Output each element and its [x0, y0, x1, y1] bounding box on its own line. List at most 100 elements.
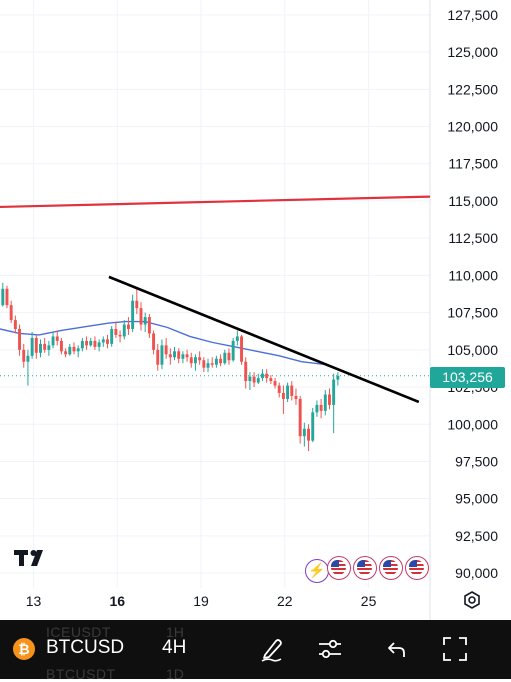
x-tick-label: 16: [109, 593, 125, 609]
symbol-selector[interactable]: BTCUSD: [46, 637, 125, 658]
candle-body: [214, 358, 218, 365]
candle-body: [34, 337, 38, 353]
candle-body: [336, 375, 340, 380]
candle-body: [173, 351, 176, 358]
candle-body: [47, 345, 51, 350]
candle-body: [26, 355, 30, 362]
candle-body: [143, 317, 147, 325]
x-tick-label: 22: [277, 593, 293, 609]
candle-body: [72, 346, 76, 352]
candle-body: [43, 343, 47, 350]
y-tick-label: 125,000: [447, 44, 498, 60]
y-tick-label: 100,000: [447, 416, 498, 432]
x-tick-label: 13: [26, 593, 42, 609]
y-tick-label: 110,000: [448, 267, 498, 283]
candle-body: [223, 352, 227, 364]
candle-body: [76, 348, 80, 352]
x-tick-label: 25: [361, 593, 377, 609]
candle-body: [89, 340, 93, 346]
bottom-toolbar: ICEUSDT 1H BTCUSDT 1D ₿ BTCUSD 4H: [0, 620, 511, 682]
candle-body: [122, 324, 126, 337]
candle-body: [101, 339, 105, 343]
bitcoin-icon: ₿: [13, 638, 35, 660]
candle-body: [261, 373, 264, 379]
candle-body: [307, 428, 311, 441]
candle-body: [277, 385, 281, 393]
candle-body: [152, 333, 156, 350]
candle-body: [51, 336, 55, 346]
y-tick-label: 117,500: [448, 156, 498, 172]
y-tick-label: 127,500: [447, 7, 498, 23]
candle-body: [80, 340, 84, 349]
y-tick-label: 122,500: [447, 81, 498, 97]
candle-body: [252, 376, 256, 383]
interval-selector[interactable]: 4H: [162, 637, 187, 658]
indicators-sliders-icon[interactable]: [316, 635, 344, 663]
candle-body: [328, 394, 331, 405]
candle-body: [311, 412, 315, 441]
candle-body: [206, 363, 210, 368]
candle-body: [185, 354, 189, 358]
candle-body: [114, 328, 118, 335]
lightning-icon[interactable]: ⚡: [305, 559, 329, 583]
candle-body: [294, 395, 298, 399]
chart-svg[interactable]: 127,500 125,000 122,500 120,000 117,500 115,0…: [0, 0, 511, 620]
candle-body: [219, 358, 223, 364]
y-tick-label: 112,500: [448, 230, 498, 246]
resistance-line: [0, 195, 431, 209]
x-tick-label: 19: [193, 593, 209, 609]
candle-body: [164, 345, 168, 355]
us-flag-icon[interactable]: [353, 556, 377, 580]
candle-body: [181, 354, 185, 359]
us-flag-icon[interactable]: [327, 556, 351, 580]
us-flag-icon[interactable]: [379, 556, 403, 580]
candle-body: [85, 340, 89, 346]
candle-body: [210, 363, 214, 365]
y-tick-label: 105,000: [447, 342, 498, 358]
candle-body: [135, 300, 139, 309]
candle-body: [273, 381, 277, 386]
trend-line: [108, 275, 420, 404]
candle-body: [106, 339, 109, 344]
candle-body: [131, 300, 135, 329]
candle-body: [5, 288, 9, 306]
candle-body: [110, 328, 114, 344]
candle-body: [189, 357, 193, 364]
drawing-pen-icon[interactable]: [259, 635, 285, 663]
candle-body: [231, 340, 235, 361]
candle-body: [256, 378, 260, 383]
candle-body: [286, 385, 290, 399]
moving-average-line: [0, 320, 327, 366]
ghost-symbol-below: BTCUSDT: [46, 666, 116, 682]
fullscreen-icon[interactable]: [441, 635, 469, 663]
candle-body: [265, 373, 269, 379]
us-flag-icon[interactable]: [405, 556, 429, 580]
candle-body: [193, 357, 197, 364]
y-tick-label: 92,500: [455, 528, 498, 544]
ghost-symbol-above: ICEUSDT: [46, 624, 111, 640]
candle-body: [126, 324, 130, 329]
candle-body: [168, 354, 172, 358]
candle-body: [290, 385, 294, 396]
candle-body: [281, 392, 285, 399]
y-tick-label: 90,000: [455, 565, 498, 581]
candle-body: [93, 340, 97, 347]
price-chart[interactable]: 127,500 125,000 122,500 120,000 117,500 115,0…: [0, 0, 511, 620]
y-tick-label: 120,000: [447, 119, 498, 135]
candle-body: [202, 360, 206, 368]
chart-settings-icon[interactable]: [462, 590, 482, 610]
candle-body: [1, 288, 5, 306]
y-tick-label: 115,000: [448, 193, 498, 209]
candle-body: [248, 376, 252, 382]
candle-body: [30, 337, 34, 356]
candle-body: [177, 351, 181, 359]
undo-icon[interactable]: [384, 635, 410, 663]
candle-body: [118, 334, 122, 337]
candle-body: [269, 378, 273, 382]
candle-body: [59, 340, 63, 352]
y-tick-label: 107,500: [447, 305, 498, 321]
candle-body: [315, 404, 319, 413]
tradingview-logo: [14, 550, 43, 566]
economic-events[interactable]: ⚡: [305, 556, 430, 583]
candle-body: [235, 336, 239, 341]
